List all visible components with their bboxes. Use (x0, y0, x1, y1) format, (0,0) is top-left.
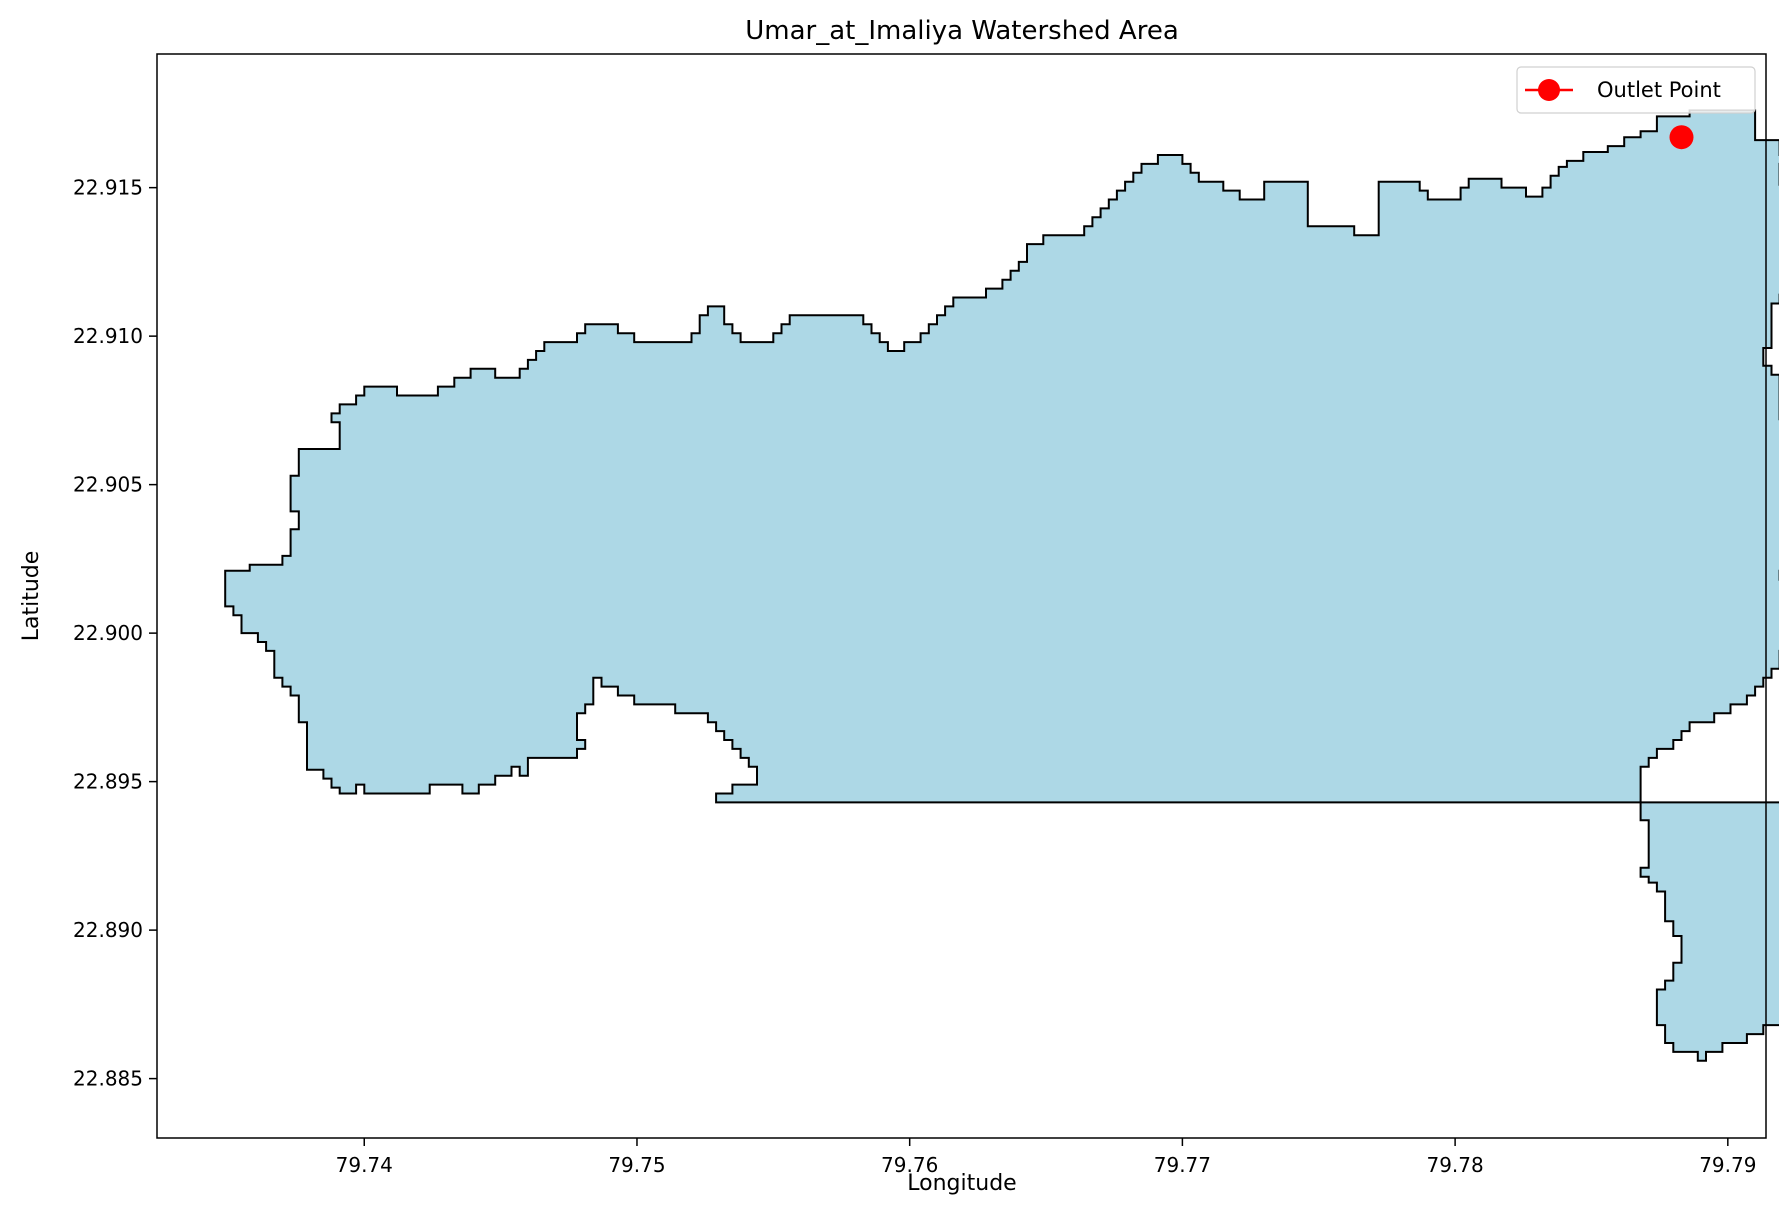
y-axis-ticks: 22.885 22.890 22.895 22.900 22.905 22.910 22.9… (73, 176, 157, 1091)
y-tick-label: 22.905 (73, 473, 143, 497)
y-tick-label: 22.890 (73, 918, 143, 942)
x-tick-label: 79.79 (1699, 1153, 1756, 1177)
y-tick-label: 22.915 (73, 176, 143, 200)
y-tick-label: 22.895 (73, 770, 143, 794)
outlet-point-marker (1669, 125, 1694, 150)
plot-area (156, 53, 1779, 1139)
legend-outlet-label: Outlet Point (1597, 78, 1721, 102)
legend-frame (1516, 66, 1756, 114)
y-axis-label: Latitude (19, 551, 44, 642)
axes-frame (156, 53, 1767, 1139)
legend: Outlet Point (1516, 66, 1756, 114)
x-axis-label: Longitude (907, 1171, 1016, 1196)
y-tick-label: 22.900 (73, 621, 143, 645)
watershed-polygon (224, 109, 1779, 1062)
x-tick-label: 79.75 (608, 1153, 665, 1177)
y-tick-label: 22.910 (73, 324, 143, 348)
x-axis-ticks: 79.74 79.75 79.76 79.77 79.78 79.79 (336, 1138, 1756, 1177)
x-tick-label: 79.74 (336, 1153, 393, 1177)
x-tick-label: 79.78 (1426, 1153, 1483, 1177)
legend-outlet-marker (1538, 79, 1560, 101)
x-tick-label: 79.77 (1154, 1153, 1211, 1177)
watershed-layer (224, 109, 1779, 1062)
y-tick-label: 22.885 (73, 1067, 143, 1091)
chart-title: Umar_at_Imaliya Watershed Area (745, 16, 1179, 46)
outlet-layer (1669, 125, 1694, 150)
x-tick-label: 79.76 (881, 1153, 938, 1177)
